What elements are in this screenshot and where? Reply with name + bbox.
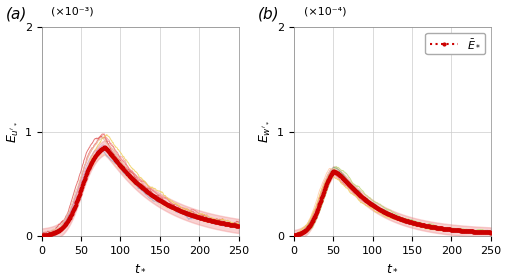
Y-axis label: $E_{w'_*}$: $E_{w'_*}$ [258, 120, 271, 143]
Text: (b): (b) [258, 6, 280, 21]
X-axis label: $t_*$: $t_*$ [134, 262, 147, 274]
Text: (×10⁻³): (×10⁻³) [51, 6, 94, 16]
Text: (×10⁻⁴): (×10⁻⁴) [304, 6, 346, 16]
Text: (a): (a) [6, 6, 27, 21]
Y-axis label: $E_{u'_*}$: $E_{u'_*}$ [6, 121, 19, 143]
X-axis label: $t_*$: $t_*$ [386, 262, 399, 274]
Legend: $\bar{E}_*$: $\bar{E}_*$ [425, 33, 485, 54]
